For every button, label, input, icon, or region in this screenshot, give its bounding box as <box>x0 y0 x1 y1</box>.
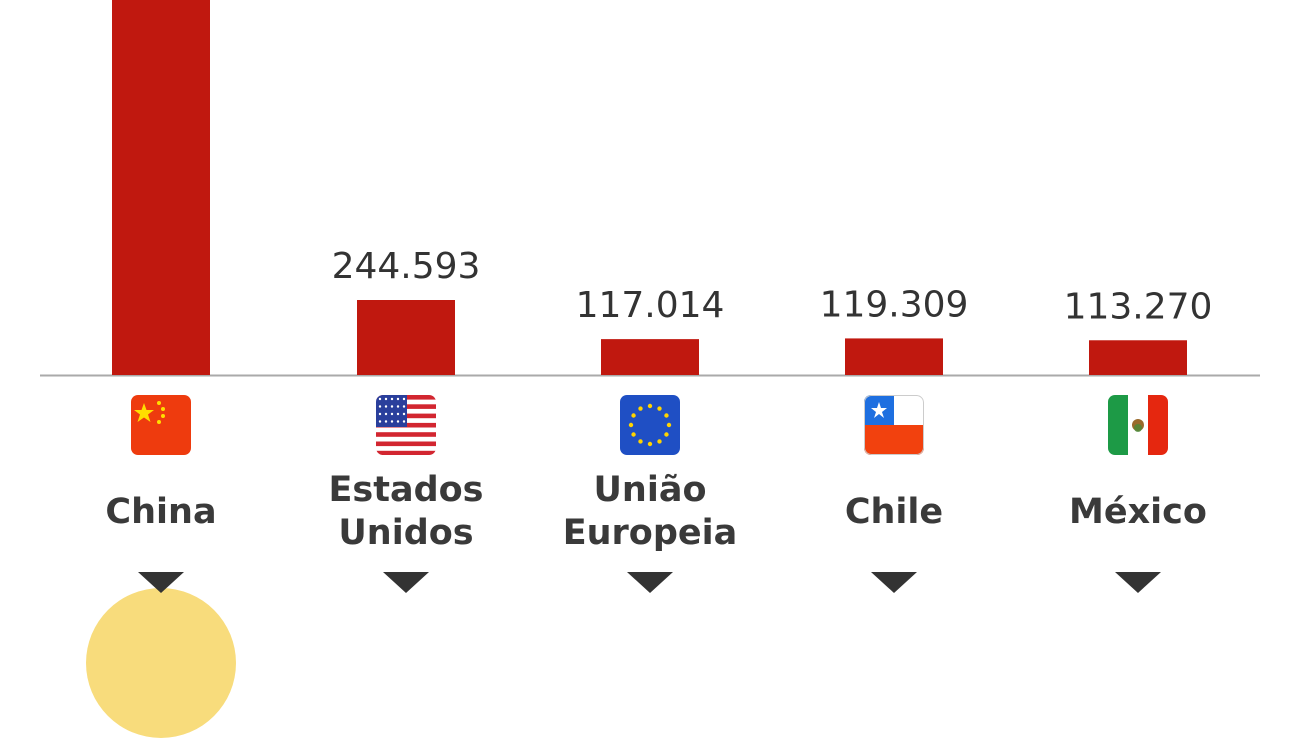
category-label-line: Estados <box>328 470 484 510</box>
expand-arrow-icon[interactable] <box>1115 572 1161 593</box>
bar-1 <box>357 300 455 375</box>
category-label: China <box>41 491 281 534</box>
category-label-line: México <box>1069 492 1207 532</box>
expand-arrow-icon[interactable] <box>871 572 917 593</box>
category-label-line: China <box>105 492 217 532</box>
bar-2 <box>601 339 699 375</box>
category-label: União Europeia <box>530 469 770 555</box>
bar-0 <box>112 0 210 375</box>
value-label: 119.309 <box>820 284 969 325</box>
chile-flag-icon <box>864 395 924 455</box>
category-label-line: União <box>593 470 707 510</box>
highlight-circle <box>86 588 236 738</box>
eu-flag-icon <box>620 395 680 455</box>
value-label: 244.593 <box>332 246 481 287</box>
category-label-line: Unidos <box>338 513 474 553</box>
expand-arrow-icon[interactable] <box>138 572 184 593</box>
bar-chart: 244.593 117.014 119.309 113.270 <box>40 0 1260 377</box>
expand-arrow-icon[interactable] <box>383 572 429 593</box>
mexico-flag-icon <box>1108 395 1168 455</box>
category-label-line: Europeia <box>562 513 738 553</box>
category-label: Chile <box>774 491 1014 534</box>
category-label: Estados Unidos <box>286 469 526 555</box>
category-label-line: Chile <box>844 492 944 532</box>
china-flag-icon <box>131 395 191 455</box>
value-label: 113.270 <box>1064 286 1213 327</box>
usa-flag-icon <box>376 395 436 455</box>
category-label: México <box>1018 491 1258 534</box>
value-label: 117.014 <box>576 285 725 326</box>
bar-4 <box>1089 340 1187 375</box>
expand-arrow-icon[interactable] <box>627 572 673 593</box>
bar-3 <box>845 338 943 375</box>
